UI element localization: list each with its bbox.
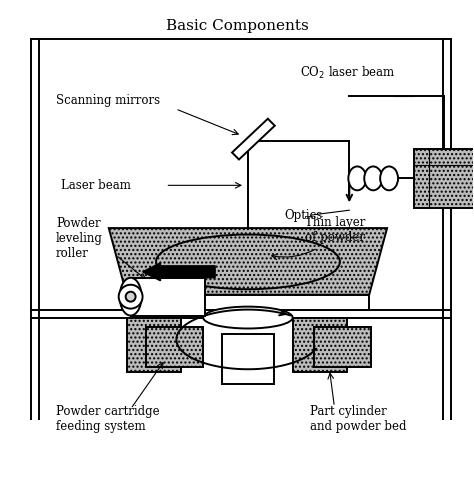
Text: CO$_2$ laser beam: CO$_2$ laser beam [300, 65, 395, 81]
Text: Laser beam: Laser beam [61, 179, 131, 192]
Ellipse shape [348, 167, 366, 190]
Bar [313, 327, 371, 367]
Text: Thin layer
of powder: Thin layer of powder [305, 216, 365, 244]
Bar [127, 317, 182, 372]
Polygon shape [109, 228, 387, 295]
Bar [131, 278, 205, 315]
Polygon shape [232, 119, 275, 159]
Ellipse shape [380, 167, 398, 190]
Bar [222, 334, 274, 384]
FancyArrow shape [143, 263, 215, 281]
Text: Powder cartridge
feeding system: Powder cartridge feeding system [56, 405, 160, 433]
Bar [414, 149, 474, 208]
Circle shape [118, 285, 143, 309]
Bar [292, 317, 347, 372]
Text: Scanning mirrors: Scanning mirrors [56, 94, 160, 107]
Text: Optics: Optics [285, 209, 323, 222]
Circle shape [126, 292, 136, 302]
Ellipse shape [203, 307, 292, 328]
Text: Powder
leveling
roller: Powder leveling roller [56, 216, 103, 259]
Text: Part cylinder
and powder bed: Part cylinder and powder bed [310, 405, 406, 433]
Ellipse shape [364, 167, 382, 190]
Text: Basic Components: Basic Components [165, 19, 309, 33]
Bar [146, 327, 203, 367]
Polygon shape [127, 295, 369, 310]
Ellipse shape [120, 278, 142, 315]
